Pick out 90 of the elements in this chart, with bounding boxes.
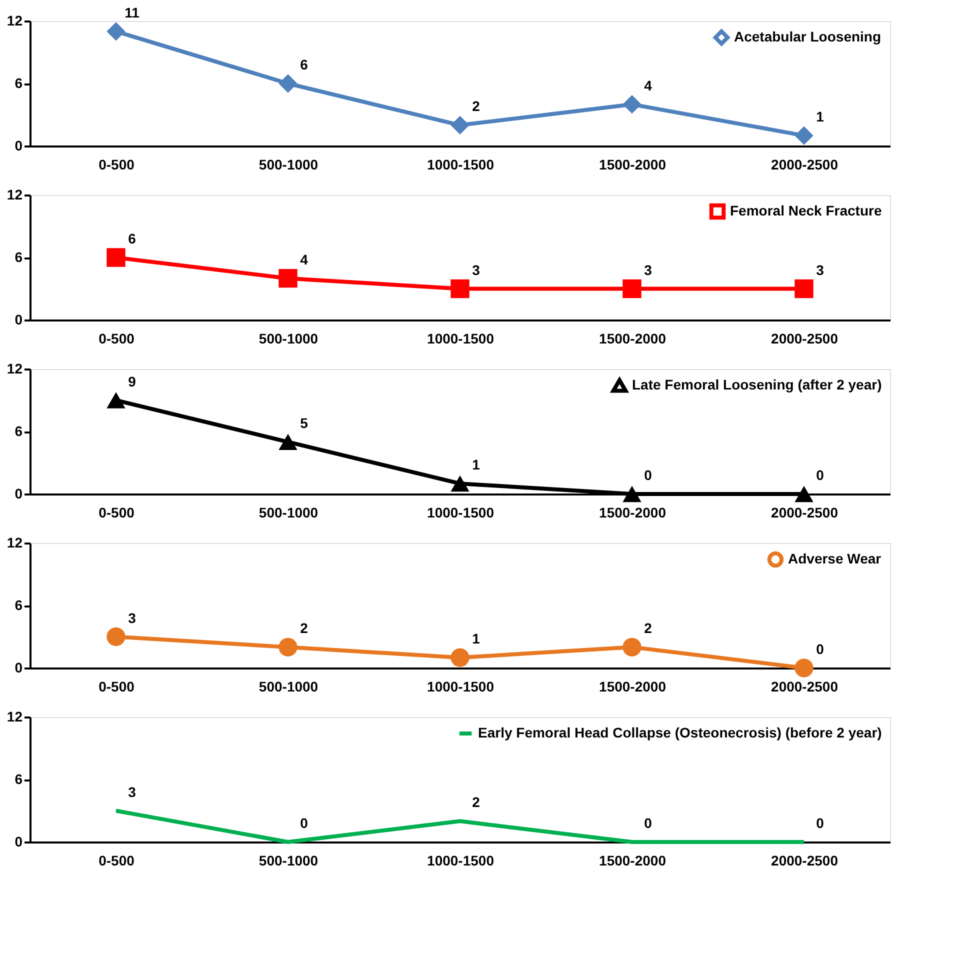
data-label: 2 (472, 794, 480, 810)
data-label: 6 (128, 230, 136, 246)
x-tick-label: 1000-1500 (427, 330, 494, 346)
point (278, 434, 298, 450)
x-tick-label: 1500-2000 (599, 504, 666, 520)
data-label: 0 (816, 815, 824, 831)
legend-label: Adverse Wear (788, 550, 882, 566)
data-label: 1 (816, 108, 824, 125)
legend-label: Femoral Neck Fracture (730, 202, 882, 218)
x-tick-label: 2000-2500 (771, 156, 838, 172)
point (450, 116, 470, 135)
y-tick-label: 6 (14, 597, 23, 613)
point (622, 279, 642, 298)
point (450, 648, 470, 667)
data-label: 3 (128, 784, 136, 800)
y-tick-label: 0 (14, 660, 23, 676)
data-label: 4 (300, 251, 308, 268)
x-tick-label: 1000-1500 (427, 678, 494, 694)
data-label: 2 (472, 98, 480, 114)
data-label: 0 (644, 815, 652, 831)
x-tick-label: 0-500 (98, 504, 135, 520)
data-label: 3 (128, 610, 136, 626)
x-tick-label: 2000-2500 (771, 330, 838, 346)
point (622, 486, 642, 502)
point (622, 638, 642, 656)
y-tick-label: 12 (6, 12, 23, 28)
x-tick-label: 1500-2000 (599, 852, 666, 868)
point (794, 486, 814, 502)
point (106, 627, 126, 646)
y-tick-label: 12 (6, 534, 23, 550)
data-label: 2 (300, 620, 308, 636)
y-tick-label: 0 (14, 138, 23, 154)
y-tick-label: 6 (14, 75, 23, 91)
data-label: 3 (816, 262, 824, 278)
data-label: 0 (816, 467, 824, 483)
data-label: 1 (472, 630, 480, 647)
x-tick-label: 1500-2000 (599, 678, 666, 694)
x-tick-label: 1000-1500 (427, 852, 494, 868)
x-tick-label: 0-500 (98, 156, 135, 172)
y-tick-label: 6 (14, 771, 23, 787)
point (794, 126, 814, 145)
x-tick-label: 1000-1500 (427, 504, 494, 520)
y-tick-label: 0 (14, 834, 23, 850)
data-label: 2 (644, 620, 652, 636)
y-tick-label: 12 (6, 360, 23, 376)
y-tick-label: 6 (14, 423, 23, 439)
point (278, 638, 298, 656)
data-label: 3 (644, 262, 652, 278)
point (622, 94, 642, 114)
x-tick-label: 0-500 (98, 852, 135, 868)
legend-label: Acetabular Loosening (734, 28, 882, 44)
data-label: 3 (472, 262, 480, 278)
x-tick-label: 500-1000 (258, 156, 318, 172)
point (106, 392, 126, 408)
data-label: 1 (472, 456, 480, 473)
data-label: 0 (644, 467, 652, 483)
data-label: 11 (124, 4, 140, 20)
x-tick-label: 1000-1500 (427, 156, 494, 172)
x-tick-label: 0-500 (98, 330, 135, 346)
legend-label: Late Femoral Loosening (after 2 year) (632, 376, 882, 392)
x-tick-label: 1500-2000 (599, 330, 666, 346)
y-tick-label: 0 (14, 486, 23, 502)
data-label: 0 (816, 641, 824, 657)
x-tick-label: 2000-2500 (771, 504, 838, 520)
point (278, 74, 298, 93)
y-tick-label: 0 (14, 312, 23, 328)
data-label: 9 (128, 373, 136, 390)
y-tick-label: 12 (6, 186, 23, 202)
point (794, 658, 814, 678)
x-tick-label: 2000-2500 (771, 678, 838, 694)
point (278, 268, 298, 288)
point (794, 279, 814, 298)
point (450, 475, 470, 492)
data-label: 5 (300, 414, 308, 431)
y-tick-label: 6 (14, 249, 23, 265)
y-tick-label: 12 (6, 708, 23, 724)
point (450, 279, 470, 298)
x-tick-label: 500-1000 (258, 852, 318, 868)
x-tick-label: 500-1000 (258, 330, 318, 346)
point (106, 248, 126, 267)
x-tick-label: 0-500 (98, 678, 135, 694)
x-tick-label: 500-1000 (258, 504, 318, 520)
data-label: 4 (644, 77, 652, 94)
x-tick-label: 500-1000 (258, 678, 318, 694)
x-tick-label: 1500-2000 (599, 156, 666, 172)
data-label: 6 (300, 56, 308, 72)
point (106, 22, 126, 41)
data-label: 0 (300, 815, 308, 831)
legend-label: Early Femoral Head Collapse (Osteonecrosis) (before 2 year) (478, 724, 882, 740)
x-tick-label: 2000-2500 (771, 852, 838, 868)
